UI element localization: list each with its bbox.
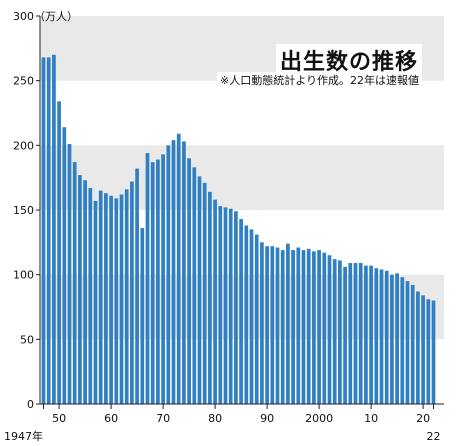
bar-1972 bbox=[171, 140, 176, 404]
bar-1953 bbox=[72, 162, 77, 404]
bar-1969 bbox=[156, 159, 160, 404]
bar-1983 bbox=[228, 208, 233, 404]
bar-1977 bbox=[197, 176, 202, 404]
x-tick-label: 1947年 bbox=[4, 429, 43, 443]
y-tick-label: 200 bbox=[13, 139, 34, 152]
y-tick-label: 100 bbox=[13, 269, 34, 282]
bar-1955 bbox=[83, 180, 87, 404]
bar-1974 bbox=[182, 141, 186, 404]
bar-1947 bbox=[41, 57, 46, 405]
bar-1987 bbox=[249, 229, 254, 404]
bar-1997 bbox=[301, 250, 306, 404]
bar-2003 bbox=[332, 259, 337, 404]
bar-2008 bbox=[358, 263, 363, 404]
bar-1957 bbox=[93, 200, 98, 404]
bar-2012 bbox=[379, 269, 384, 404]
bar-1973 bbox=[176, 133, 181, 404]
bar-1970 bbox=[161, 154, 165, 404]
bar-2009 bbox=[364, 265, 368, 404]
bar-1980 bbox=[213, 199, 217, 404]
bar-1995 bbox=[291, 250, 295, 404]
bar-2018 bbox=[410, 285, 415, 404]
y-tick-label: 0 bbox=[27, 398, 34, 411]
bar-2021 bbox=[426, 299, 431, 404]
bar-1988 bbox=[254, 234, 259, 404]
y-tick-label: 250 bbox=[13, 75, 34, 88]
chart-title: 出生数の推移 bbox=[275, 44, 422, 76]
bar-1956 bbox=[88, 188, 93, 404]
bar-2022 bbox=[431, 300, 436, 404]
bar-1982 bbox=[223, 207, 228, 404]
y-axis-unit-label: （万人） bbox=[34, 10, 78, 23]
x-tick-label: 50 bbox=[52, 412, 66, 425]
bar-1979 bbox=[208, 191, 212, 404]
x-tick-label: 80 bbox=[208, 412, 222, 425]
x-tick-label: 22 bbox=[427, 430, 441, 443]
bar-1985 bbox=[239, 219, 243, 404]
bar-1959 bbox=[104, 193, 108, 404]
bar-1965 bbox=[135, 168, 139, 404]
bar-1999 bbox=[312, 251, 316, 404]
bar-1989 bbox=[260, 242, 264, 404]
chart-subtitle: ※人口動態統計より作成。22年は速報値 bbox=[217, 72, 422, 88]
bar-1960 bbox=[109, 195, 113, 404]
bar-1948 bbox=[46, 57, 51, 405]
bar-2015 bbox=[395, 273, 399, 404]
bar-2005 bbox=[343, 266, 347, 404]
bar-1964 bbox=[130, 181, 134, 404]
bar-1950 bbox=[57, 101, 61, 405]
bar-1966 bbox=[140, 228, 145, 404]
x-tick-label: 60 bbox=[104, 412, 118, 425]
bar-2000 bbox=[317, 250, 321, 404]
bar-2019 bbox=[416, 291, 420, 404]
bar-1968 bbox=[150, 162, 155, 404]
bar-1961 bbox=[114, 198, 119, 404]
bar-2004 bbox=[338, 260, 342, 404]
bar-1986 bbox=[244, 225, 249, 404]
x-tick-label: 70 bbox=[156, 412, 170, 425]
bar-1991 bbox=[270, 246, 275, 404]
bar-2016 bbox=[400, 277, 405, 404]
y-tick-label: 50 bbox=[20, 333, 34, 346]
bar-2020 bbox=[421, 295, 425, 404]
bar-1992 bbox=[275, 247, 280, 404]
bar-2017 bbox=[405, 281, 410, 404]
bar-1958 bbox=[98, 190, 103, 404]
bar-2014 bbox=[390, 274, 394, 404]
bar-1993 bbox=[280, 250, 285, 404]
bar-1949 bbox=[52, 54, 56, 405]
x-tick-label: 90 bbox=[260, 412, 274, 425]
bar-1996 bbox=[296, 247, 301, 404]
bar-1975 bbox=[187, 158, 191, 404]
bar-1994 bbox=[286, 243, 290, 404]
bar-1951 bbox=[62, 127, 67, 404]
bar-1978 bbox=[202, 182, 207, 404]
bar-1990 bbox=[265, 246, 269, 404]
x-tick-label: 10 bbox=[364, 412, 378, 425]
y-tick-label: 300 bbox=[13, 10, 34, 23]
bar-1981 bbox=[218, 206, 223, 404]
bar-1976 bbox=[192, 167, 197, 404]
bar-1962 bbox=[119, 194, 124, 404]
bar-2002 bbox=[327, 255, 332, 404]
y-tick-label: 150 bbox=[13, 204, 34, 217]
bar-2006 bbox=[348, 263, 353, 404]
bar-1967 bbox=[145, 153, 150, 404]
bar-1984 bbox=[234, 211, 238, 404]
x-tick-label: 20 bbox=[416, 412, 430, 425]
bar-1963 bbox=[124, 189, 129, 404]
x-tick-label: 2000 bbox=[305, 412, 333, 425]
bar-1954 bbox=[78, 175, 82, 404]
bar-1998 bbox=[306, 248, 311, 404]
bar-2001 bbox=[322, 252, 327, 404]
bar-2010 bbox=[369, 265, 373, 404]
bar-2011 bbox=[374, 268, 379, 404]
bar-1971 bbox=[166, 145, 171, 405]
bar-1952 bbox=[67, 144, 72, 405]
bar-2007 bbox=[353, 263, 358, 404]
bar-2013 bbox=[384, 270, 389, 404]
